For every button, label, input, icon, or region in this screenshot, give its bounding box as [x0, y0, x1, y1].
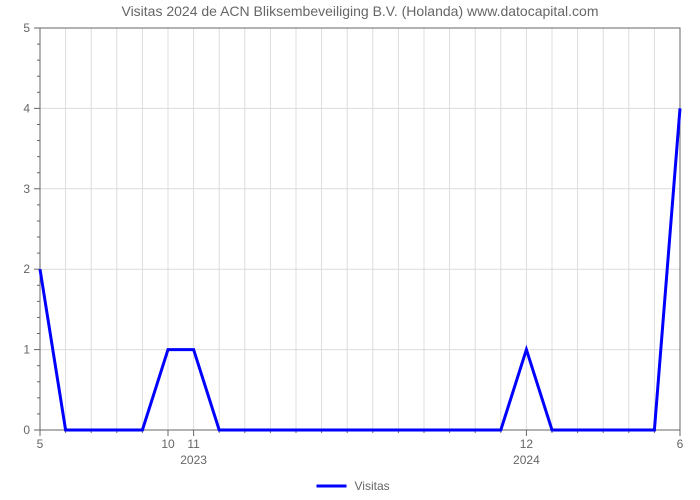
x-tick-label: 11: [187, 437, 200, 451]
chart-bg: [0, 0, 700, 500]
chart-container: { "chart": { "type": "line", "title": "V…: [0, 0, 700, 500]
y-tick-label: 5: [23, 21, 30, 35]
x-tick-label: 6: [677, 437, 684, 451]
y-tick-label: 1: [23, 343, 30, 357]
x-group-label: 2023: [180, 453, 207, 467]
x-tick-label: 12: [520, 437, 534, 451]
visits-line-chart: Visitas 2024 de ACN Bliksembeveiliging B…: [0, 0, 700, 500]
y-tick-label: 3: [23, 182, 30, 196]
chart-title: Visitas 2024 de ACN Bliksembeveiliging B…: [121, 3, 598, 19]
x-group-label: 2024: [513, 453, 540, 467]
y-tick-label: 0: [23, 423, 30, 437]
x-tick-label: 10: [161, 437, 175, 451]
x-tick-label: 5: [37, 437, 44, 451]
y-tick-label: 4: [23, 101, 30, 115]
legend-label: Visitas: [355, 479, 390, 493]
y-tick-label: 2: [23, 262, 30, 276]
